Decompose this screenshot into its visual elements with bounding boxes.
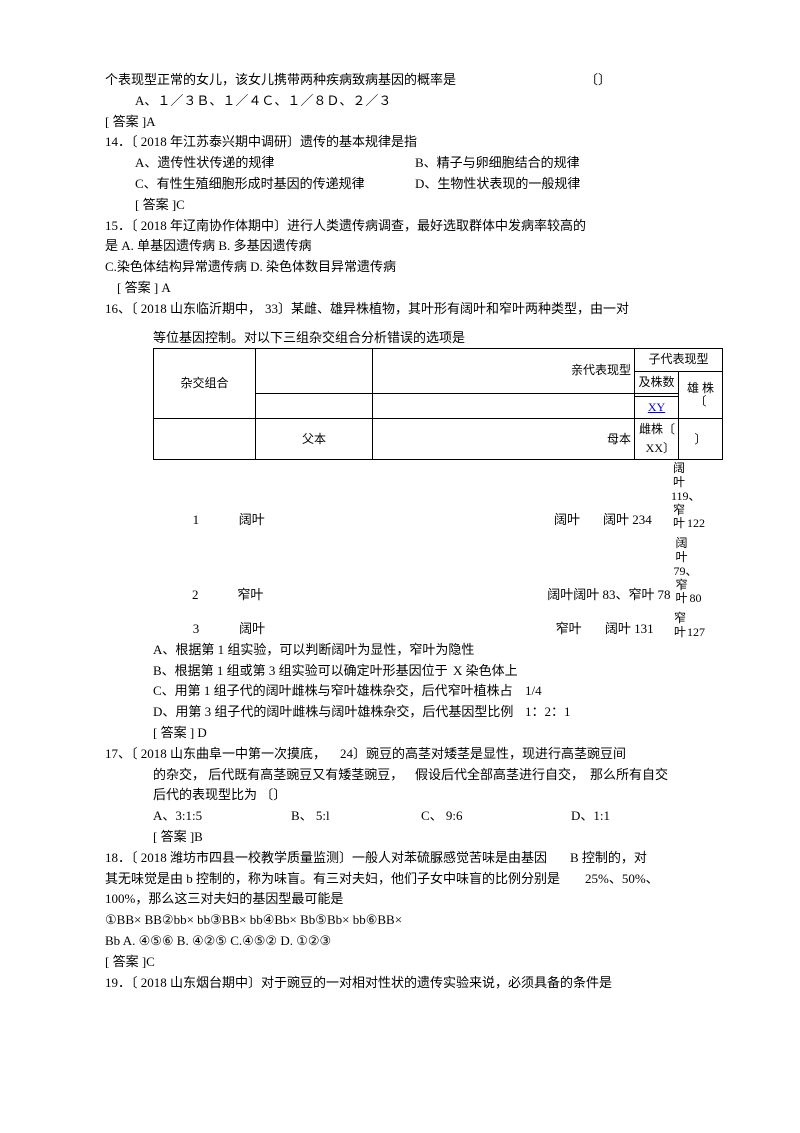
th-male-top: 雄	[687, 381, 699, 395]
r1-mother: 阔叶	[339, 510, 580, 531]
q14-stem: 14．〔 2018 年江苏泰兴期中调研〕遗传的基本规律是指	[105, 132, 705, 153]
q17-d: D、1:1	[571, 806, 610, 827]
th-father: 父本	[256, 418, 373, 459]
r2-m2: 窄叶	[676, 578, 688, 606]
th-female: 雌株〔 XX〕	[635, 418, 679, 459]
th-cross: 杂交组合	[154, 349, 256, 419]
r2-num: 2	[153, 585, 237, 606]
q14-answer: [ 答案 ]C	[105, 195, 705, 216]
r1-m1: 阔叶119、	[671, 461, 701, 503]
th-off: 子代表现型	[648, 352, 708, 366]
q18-s1a: 18．〔 2018 潍坊市四县一校教学质量监测〕一般人对苯硫脲感觉苦味是由基因	[105, 848, 570, 869]
r2-mother: 阔叶	[336, 585, 573, 606]
q16-opt-c-b: 1/4	[525, 681, 542, 702]
th-male-mid: 株	[702, 381, 714, 395]
q17-s2b: 假设后代全部高茎进行自交，	[415, 765, 590, 786]
r1-m2: 窄叶	[673, 503, 685, 531]
q-tail-text: 个表现型正常的女儿，该女儿携带两种疾病致病基因的概率是	[105, 70, 585, 91]
q17-b: B、 5:l	[291, 806, 421, 827]
q15-stem1: 15．〔 2018 年辽南协作体期中〕进行人类遗传病调查，最好选取群体中发病率较…	[105, 216, 705, 237]
r3-female: 阔叶 131	[582, 619, 654, 640]
r3-mother: 窄叶	[340, 619, 582, 640]
q14-opt-b: B、精子与卵细胞结合的规律	[415, 153, 580, 174]
q18-answer: [ 答案 ]C	[105, 952, 705, 973]
q18-s2b: 25%、50%、	[585, 869, 659, 890]
q16-answer: [ 答案 ] D	[105, 723, 705, 744]
r3-father: 阔叶	[239, 619, 340, 640]
q17-s1a: 17、〔 2018 山东曲阜一中第一次摸底，	[105, 744, 340, 765]
th-off2: 及株数	[635, 371, 679, 393]
q14-opt-c: C、有性生殖细胞形成时基因的传递规律	[135, 174, 415, 195]
r1-num: 1	[153, 510, 239, 531]
pre-options: A、１／３Ｂ、１／４Ｃ、１／８Ｄ、２／３	[105, 91, 705, 112]
q18-s2a: 其无味觉是由 b 控制的，称为味盲。有三对夫妇，他们子女中味盲的比例分别是	[105, 869, 585, 890]
q16-opt-d-a: D、用第 3 组子代的阔叶雌株与阔叶雄株杂交，后代基因型比例	[153, 702, 525, 723]
th-parent: 亲代表现型	[373, 349, 635, 393]
th-male-p: 〔	[694, 394, 706, 408]
q17-answer: [ 答案 ]B	[105, 827, 705, 848]
q18-l5: Bb A. ④⑤⑥ B. ④②⑤ C.④⑤② D. ①②③	[105, 931, 705, 952]
q17-s2c: 那么所有自交	[590, 765, 668, 786]
r1-female: 阔叶 234	[580, 510, 652, 531]
q16-table: 杂交组合 亲代表现型 子代表现型 及株数 雄 株 〔 XY 父本 母本	[153, 348, 723, 460]
q16-stem1a: 16、〔 2018 山东临沂期中，	[105, 299, 265, 320]
q17-s3: 后代的表现型比为 〔〕	[105, 785, 705, 806]
r2-father: 窄叶	[237, 585, 336, 606]
q16-opt-a: A、根据第 1 组实验，可以判断阔叶为显性，窄叶为隐性	[105, 640, 705, 661]
r2-fextra: 78	[655, 585, 674, 606]
q17-s2a: 的杂交， 后代既有高茎豌豆又有矮茎豌豆，	[153, 765, 415, 786]
q15-stem2: 是 A. 单基因遗传病 B. 多基因遗传病	[105, 236, 705, 257]
r3-num: 3	[153, 619, 239, 640]
q19-stem: 19．〔 2018 山东烟台期中〕对于豌豆的一对相对性状的遗传实验来说，必须具备…	[105, 973, 705, 994]
th-male-close: 〕	[679, 418, 723, 459]
q16-opt-b-a: B、根据第 1 组或第 3 组实验可以确定叶形基因位于	[153, 661, 453, 682]
q15-answer: [ 答案 ] A	[105, 278, 705, 299]
q17-a: A、3:1:5	[153, 806, 291, 827]
q16-stem2: 等位基因控制。对以下三组杂交组合分析错误的选项是	[105, 328, 705, 349]
q14-opt-a: A、遗传性状传递的规律	[135, 153, 415, 174]
q15-line3: C.染色体结构异常遗传病 D. 染色体数目异常遗传病	[105, 257, 705, 278]
r2-m2n: 80	[690, 592, 706, 606]
q16-opt-d-b: 1：2：1	[525, 702, 571, 723]
r2-m1: 阔叶79、	[674, 536, 698, 578]
th-male-xy: XY	[635, 396, 679, 418]
q18-l4: ①BB× BB②bb× bb③BB× bb④Bb× Bb⑤Bb× bb⑥BB×	[105, 910, 705, 931]
q16-opt-b-b: X 染色体上	[453, 661, 518, 682]
q16-stem1b: 33〕某雌、雄异株植物，其叶形有阔叶和窄叶两种类型，由一对	[265, 299, 629, 320]
q18-s3: 100%，那么这三对夫妇的基因型最可能是	[105, 889, 705, 910]
r3-m2n: 127	[687, 626, 705, 640]
r1-m2n: 122	[687, 517, 705, 531]
q14-opt-d: D、生物性状表现的一般规律	[415, 174, 580, 195]
paren: 〔〕	[585, 70, 611, 91]
q17-s1b: 24〕豌豆的高茎对矮茎是显性，现进行高茎豌豆间	[340, 744, 626, 765]
q16-opt-c-a: C、用第 1 组子代的阔叶雌株与窄叶雄株杂交，后代窄叶植株占	[153, 681, 525, 702]
pre-answer: [ 答案 ]A	[105, 112, 705, 133]
th-mother: 母本	[373, 418, 635, 459]
q18-s1b: B 控制的，对	[570, 848, 647, 869]
r1-father: 阔叶	[239, 510, 340, 531]
r3-m2: 窄叶	[674, 611, 686, 639]
r2-female: 阔叶 83、窄叶	[573, 585, 654, 606]
q17-c: C、 9:6	[421, 806, 571, 827]
